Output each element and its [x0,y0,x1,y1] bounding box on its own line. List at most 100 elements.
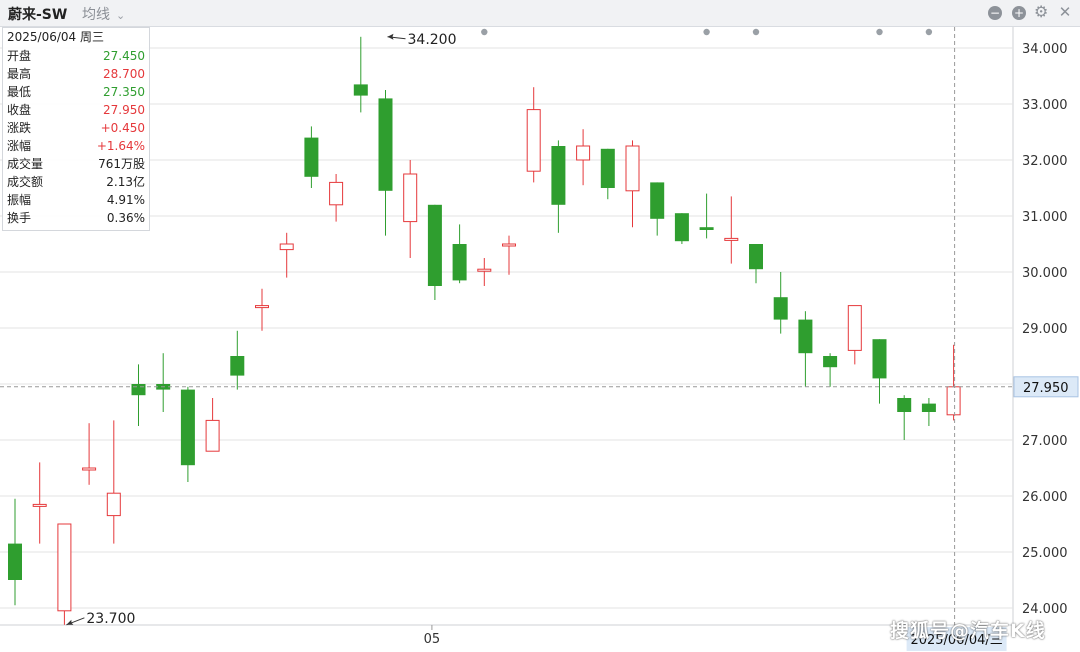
candle [946,344,961,421]
candle [477,258,492,286]
candle-body [946,386,961,416]
candle-body [279,243,294,251]
info-label: 涨跌 [7,121,32,135]
watermark: 搜狐号@汽车K线 [890,620,1046,642]
candle [600,148,615,200]
candle [255,288,269,331]
info-row: 成交量 761万股 [3,155,149,173]
y-tick-label: 29.000 [1022,322,1068,337]
info-label: 成交额 [7,175,44,189]
info-label: 振幅 [7,193,32,207]
chart-toolbar: 蔚来-SW 均线 ⌄ − + ⚙ ✕ [0,0,1080,27]
info-value: 4.91% [106,193,145,207]
candle-body [600,148,615,188]
price-axis: 24.00025.00026.00027.00028.00029.00030.0… [424,42,1068,647]
min-arrowhead-icon [66,619,74,625]
minus-circle-icon[interactable]: − [988,6,1002,20]
info-row: 涨幅 +1.64% [3,137,149,155]
candle-body [32,503,47,507]
candle-body [576,145,591,161]
y-tick-label: 34.000 [1022,42,1068,57]
candle [576,129,591,186]
candle [205,398,220,452]
candle-body [353,84,368,96]
gear-icon[interactable]: ⚙ [1034,2,1049,21]
info-label: 成交量 [7,157,44,171]
candle-body [526,109,541,172]
info-row: 成交额 2.13亿 [3,173,149,191]
grid-lines [0,27,1014,626]
info-value: +1.64% [96,139,145,153]
candlestick-chart[interactable]: 24.00025.00026.00027.00028.00029.00030.0… [0,27,1080,652]
candle [724,196,739,264]
info-row: 开盘 27.450 [3,47,149,65]
plus-circle-icon[interactable]: + [1012,6,1026,20]
event-marker-icon [752,28,760,36]
info-panel: 2025/06/04 周三 开盘 27.450 最高 28.700 最低 27.350 收盘… [2,27,150,231]
candle-body [674,213,689,242]
info-value: 0.36% [106,211,145,225]
candle [749,244,763,284]
candle [8,498,22,606]
info-label: 最高 [7,67,32,81]
info-row: 涨跌 +0.450 [3,119,149,137]
max-price-label: 34.200 [408,32,457,48]
candle [502,235,516,275]
info-label: 最低 [7,85,32,99]
close-icon[interactable]: ✕ [1058,3,1072,21]
price-tag-box [1013,376,1079,398]
candle [180,386,195,482]
candle [427,204,442,300]
info-value: +0.450 [100,121,145,135]
candle [798,311,813,387]
candle [304,126,319,188]
y-tick-label: 30.000 [1022,266,1068,281]
candle [674,213,689,244]
y-tick-label: 26.000 [1022,490,1068,505]
candle-body [699,227,714,230]
info-label: 换手 [7,211,32,225]
info-date: 2025/06/04 周三 [7,30,104,44]
candle [279,232,294,278]
date-tag-box [906,627,1007,651]
candle-body [82,467,97,471]
candle-body [551,146,566,205]
info-value: 27.950 [103,103,145,117]
candle [106,420,121,544]
candle [156,353,171,412]
y-tick-label: 24.000 [1022,602,1068,617]
candle-body [477,268,492,272]
info-value: 27.350 [103,85,145,99]
candle [650,182,665,236]
event-markers [481,28,933,36]
annotations: 27.950 2025/06/04/三 34.200 23.700 [0,27,1079,651]
candle [403,160,418,258]
candle [872,339,887,404]
min-price-label: 23.700 [86,611,135,627]
ma-dropdown[interactable]: 均线 ⌄ [82,4,125,24]
candle [57,523,72,625]
candle-body [180,389,195,466]
candle-body [378,98,393,191]
candle [699,193,714,239]
candle-body [452,244,467,281]
event-marker-icon [876,28,883,36]
info-row: 最低 27.350 [3,83,149,101]
info-row: 最高 28.700 [3,65,149,83]
candle [378,90,393,236]
y-tick-label: 27.000 [1022,434,1068,449]
candle-body [897,398,912,412]
ma-label: 均线 [82,7,110,23]
event-marker-icon [481,28,488,36]
candle [353,36,368,113]
y-tick-label: 25.000 [1022,546,1068,561]
stock-name: 蔚来-SW [8,7,68,23]
candle-body [798,319,813,354]
candle [921,398,936,426]
candle-body [57,523,72,612]
info-row: 收盘 27.950 [3,101,149,119]
candle-body [131,384,146,396]
candle-body [749,244,763,270]
candle-body [921,403,936,412]
candle-body [304,137,319,177]
